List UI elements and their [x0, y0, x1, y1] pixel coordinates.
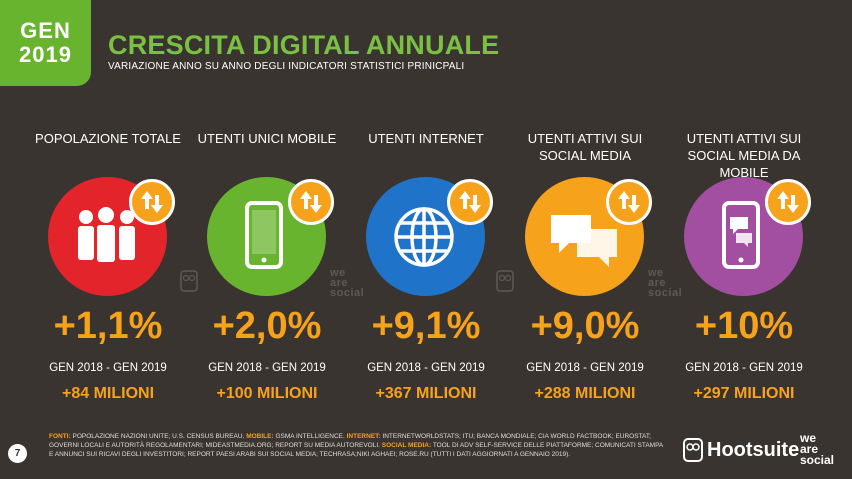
metric-column-population: POPOLAZIONE TOTALE	[28, 130, 188, 164]
metric-absolute: +288 MILIONI	[534, 385, 636, 402]
owl-watermark-icon	[180, 270, 198, 292]
metric-period: GEN 2018 - GEN 2019	[49, 362, 167, 374]
source-text: POPOLAZIONE NAZIONI UNITE; U.S. CENSUS B…	[70, 433, 247, 440]
source-key: FONTI:	[49, 433, 71, 440]
metric-circle-mobile	[207, 177, 334, 296]
metric-absolute: +100 MILIONI	[216, 385, 318, 402]
date-badge: GEN 2019	[0, 0, 91, 86]
up-down-arrows-icon	[777, 191, 799, 213]
brand-line: are	[800, 442, 819, 456]
metric-column-social-mobile: UTENTI ATTIVI SUI SOCIAL MEDIA DA MOBILE	[664, 130, 824, 180]
owl-watermark-icon	[496, 270, 514, 292]
source-key: MOBILE:	[246, 433, 274, 440]
metric-circle-social-mobile	[684, 177, 811, 296]
date-month: GEN	[20, 18, 71, 43]
metric-period: GEN 2018 - GEN 2019	[208, 362, 326, 374]
hootsuite-logo: Hootsuite	[683, 436, 799, 464]
metric-label: UTENTI INTERNET	[368, 131, 484, 146]
metric-period: GEN 2018 - GEN 2019	[526, 362, 644, 374]
metric-label: POPOLAZIONE TOTALE	[35, 131, 181, 146]
metric-percent: +10%	[694, 305, 794, 347]
metric-absolute: +367 MILIONI	[375, 385, 477, 402]
growth-badge	[606, 179, 652, 225]
growth-badge	[765, 179, 811, 225]
watermark-logo: we are social	[330, 267, 365, 299]
globe-icon	[394, 207, 454, 267]
sources-text: FONTI: POPOLAZIONE NAZIONI UNITE; U.S. C…	[49, 432, 669, 459]
metric-label: UTENTI ATTIVI SUI SOCIAL MEDIA	[527, 131, 643, 163]
owl-logo-icon	[683, 438, 703, 462]
mobile-phone-icon	[245, 201, 283, 269]
metric-label: UTENTI ATTIVI SUI SOCIAL MEDIA DA MOBILE	[686, 131, 802, 180]
metric-percent: +2,0%	[212, 305, 322, 347]
metric-circle-population	[48, 177, 175, 296]
chat-bubbles-icon	[551, 215, 617, 267]
up-down-arrows-icon	[459, 191, 481, 213]
hootsuite-wordmark: Hootsuite	[707, 438, 800, 461]
people-icon	[78, 207, 135, 262]
metric-absolute: +297 MILIONI	[693, 385, 795, 402]
metric-percent: +1,1%	[53, 305, 163, 347]
metric-column-social: UTENTI ATTIVI SUI SOCIAL MEDIA	[505, 130, 665, 164]
brand-line: we	[800, 431, 817, 445]
page-title: CRESCITA DIGITAL ANNUALE	[108, 30, 500, 60]
up-down-arrows-icon	[618, 191, 640, 213]
metric-absolute: +84 MILIONI	[61, 385, 155, 402]
source-key: SOCIAL MEDIA:	[381, 442, 432, 449]
source-text: GSMA INTELLIGENCE.	[273, 433, 347, 440]
source-text: INTERNETWORLDSTATS; ITU; BANCA MONDIALE;…	[49, 433, 651, 449]
metric-column-internet: UTENTI INTERNET	[346, 130, 506, 164]
metric-label: UTENTI UNICI MOBILE	[197, 131, 337, 146]
metric-percent: +9,1%	[371, 305, 481, 347]
page-number: 7	[8, 444, 27, 463]
page-subtitle: VARIAZIONE ANNO SU ANNO DEGLI INDICATORI…	[108, 61, 465, 72]
source-key: INTERNET:	[346, 433, 381, 440]
up-down-arrows-icon	[300, 191, 322, 213]
metric-circle-social	[525, 177, 652, 296]
growth-badge	[447, 179, 493, 225]
mobile-chat-icon	[722, 201, 760, 269]
brand-line: social	[800, 453, 835, 467]
growth-badge	[129, 179, 175, 225]
we-are-social-logo: we are social	[800, 431, 835, 467]
metric-circle-internet	[366, 177, 493, 296]
date-year: 2019	[19, 42, 72, 67]
metric-period: GEN 2018 - GEN 2019	[367, 362, 485, 374]
source-text: TOOL DI ADV SELF-SERVICE DELLE PIATTAFOR…	[49, 442, 663, 458]
growth-badge	[288, 179, 334, 225]
metric-percent: +9,0%	[530, 305, 640, 347]
metric-period: GEN 2018 - GEN 2019	[685, 362, 803, 374]
watermark-logo: we are social	[648, 267, 683, 299]
up-down-arrows-icon	[141, 191, 163, 213]
metric-column-mobile: UTENTI UNICI MOBILE	[187, 130, 347, 164]
